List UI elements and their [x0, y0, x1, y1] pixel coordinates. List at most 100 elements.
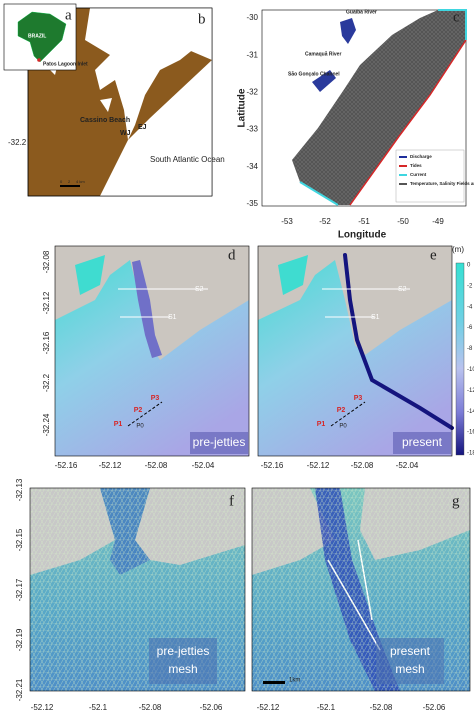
panel-c [261, 9, 467, 207]
panel-e [257, 245, 454, 457]
point-label: P0 [136, 424, 144, 430]
panel-label: b [198, 11, 206, 27]
y-tick-label: -35 [246, 199, 258, 208]
y-tick-label: -32.08 [42, 250, 51, 273]
legend-box [395, 149, 465, 203]
legend-label: Current [410, 172, 427, 177]
land [55, 246, 249, 360]
point-label: P2 [134, 407, 143, 414]
y-tick-label: -32.2 [8, 138, 27, 147]
point-label: P3 [151, 395, 160, 402]
y-tick-label: -32.15 [15, 528, 24, 551]
current-boundary [299, 9, 467, 206]
x-tick-label: -53 [281, 217, 293, 226]
panel-label: f [229, 493, 234, 509]
colorbar-tick-label: -18 [467, 451, 474, 457]
colorbar-tick-label: 0 [467, 263, 471, 269]
x-tick-label: -52.08 [139, 703, 162, 712]
y-tick-label: -32.21 [15, 678, 24, 701]
scale-bar [60, 185, 80, 187]
channel [132, 260, 162, 358]
x-tick-label: -50 [397, 217, 409, 226]
caption-box [190, 432, 248, 454]
transect [127, 401, 163, 427]
legend-label: Temperature, Salinity Fields and Wind ef… [410, 181, 474, 186]
x-tick-label: -52.12 [257, 703, 280, 712]
x-tick-label: -52.1 [89, 703, 108, 712]
caption: present [402, 435, 443, 449]
point-label: P0 [339, 424, 347, 430]
panel-label: a [65, 7, 72, 23]
caption-box [149, 638, 217, 684]
section-label: S1 [168, 314, 177, 321]
x-tick-label: -52.16 [261, 461, 284, 470]
brazil [17, 11, 67, 63]
x-axis-label: Longitude [338, 230, 387, 241]
channel [343, 253, 454, 430]
panel-label: e [430, 247, 437, 263]
y-axis-label: Latitude [237, 88, 248, 127]
y-tick-label: -32.19 [15, 628, 24, 651]
colorbar-unit: (m) [452, 245, 464, 254]
caption-box [393, 432, 451, 454]
place: Guaíba River [346, 9, 377, 15]
colorbar-tick-label: -12 [467, 388, 474, 394]
x-tick-label: -52.06 [423, 703, 446, 712]
x-tick-label: -52.08 [370, 703, 393, 712]
colorbar-tick-label: -14 [467, 409, 474, 415]
section-label: S1 [371, 314, 380, 321]
panel-b [27, 7, 213, 197]
caption: present [390, 644, 431, 658]
inlet-marker [37, 58, 41, 62]
mesh [292, 10, 466, 205]
y-tick-label: -30 [246, 13, 258, 22]
tide-boundary [349, 39, 467, 206]
inlet-label: Patos Lagoon Inlet [43, 61, 88, 67]
frame [251, 487, 471, 692]
y-tick-label: -34 [246, 162, 258, 171]
y-tick-label: -32.16 [42, 331, 51, 354]
caption: mesh [395, 662, 424, 676]
lagoon [85, 8, 205, 140]
country: BRAZIL [28, 33, 46, 39]
transect [330, 401, 366, 427]
sao-goncalo [312, 70, 336, 92]
caption: pre-jetties [193, 435, 246, 449]
x-tick-label: -52.08 [351, 461, 374, 470]
place: São Gonçalo Channel [288, 71, 340, 77]
panel-d [54, 245, 250, 457]
place: WJ [120, 130, 131, 137]
y-tick-label: -32.13 [15, 478, 24, 501]
scale-bar [263, 681, 285, 684]
frame [29, 487, 246, 692]
y-tick-label: -32.24 [42, 413, 51, 436]
colorbar [455, 262, 465, 456]
place: EJ [138, 124, 147, 131]
panel-label: g [452, 493, 460, 509]
lagoon [278, 255, 308, 295]
place: Camaquã River [305, 51, 341, 57]
legend-label: Discharge [410, 154, 432, 159]
caption: mesh [168, 662, 197, 676]
panel-label: d [228, 247, 236, 263]
panel-a [3, 3, 77, 71]
frame [27, 7, 213, 197]
colorbar-tick-label: -10 [467, 367, 474, 373]
ocean [90, 8, 212, 196]
frame [257, 245, 453, 457]
y-tick-label: -32.17 [15, 578, 24, 601]
guaiba [340, 18, 356, 44]
scale-label: 2 [68, 179, 71, 184]
x-tick-label: -52.06 [200, 703, 223, 712]
y-tick-label: -33 [246, 125, 258, 134]
y-tick-label: -32 [246, 88, 258, 97]
point-label: P1 [317, 421, 326, 428]
caption: pre-jetties [157, 644, 210, 658]
x-tick-label: -52.12 [99, 461, 122, 470]
x-tick-label: -52.12 [31, 703, 54, 712]
lagoon [75, 255, 105, 295]
colorbar-tick-label: -6 [467, 325, 473, 331]
point-label: P2 [337, 407, 346, 414]
x-tick-label: -52.08 [145, 461, 168, 470]
